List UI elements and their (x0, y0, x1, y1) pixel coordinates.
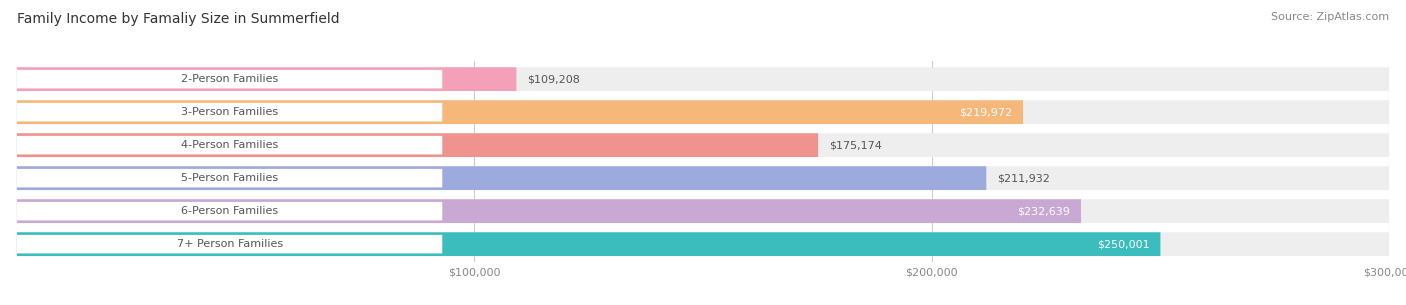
FancyBboxPatch shape (17, 70, 443, 88)
FancyBboxPatch shape (17, 232, 1389, 256)
FancyBboxPatch shape (17, 136, 443, 154)
Text: 4-Person Families: 4-Person Families (181, 140, 278, 150)
FancyBboxPatch shape (17, 133, 818, 157)
FancyBboxPatch shape (17, 67, 1389, 91)
FancyBboxPatch shape (17, 232, 1160, 256)
Text: 7+ Person Families: 7+ Person Families (177, 239, 283, 249)
FancyBboxPatch shape (17, 235, 443, 253)
FancyBboxPatch shape (17, 133, 1389, 157)
FancyBboxPatch shape (17, 100, 1389, 124)
Text: $109,208: $109,208 (527, 74, 581, 84)
Text: $232,639: $232,639 (1017, 206, 1070, 216)
FancyBboxPatch shape (17, 67, 516, 91)
FancyBboxPatch shape (17, 166, 986, 190)
FancyBboxPatch shape (17, 103, 443, 121)
Text: $250,001: $250,001 (1097, 239, 1150, 249)
FancyBboxPatch shape (17, 199, 1081, 223)
FancyBboxPatch shape (17, 166, 1389, 190)
Text: 3-Person Families: 3-Person Families (181, 107, 278, 117)
Text: 6-Person Families: 6-Person Families (181, 206, 278, 216)
FancyBboxPatch shape (17, 100, 1024, 124)
Text: 5-Person Families: 5-Person Families (181, 173, 278, 183)
Text: $175,174: $175,174 (830, 140, 882, 150)
Text: 2-Person Families: 2-Person Families (181, 74, 278, 84)
Text: $219,972: $219,972 (959, 107, 1012, 117)
Text: Family Income by Famaliy Size in Summerfield: Family Income by Famaliy Size in Summerf… (17, 12, 339, 26)
FancyBboxPatch shape (17, 169, 443, 187)
FancyBboxPatch shape (17, 199, 1389, 223)
Text: $211,932: $211,932 (997, 173, 1050, 183)
Text: Source: ZipAtlas.com: Source: ZipAtlas.com (1271, 12, 1389, 22)
FancyBboxPatch shape (17, 202, 443, 221)
